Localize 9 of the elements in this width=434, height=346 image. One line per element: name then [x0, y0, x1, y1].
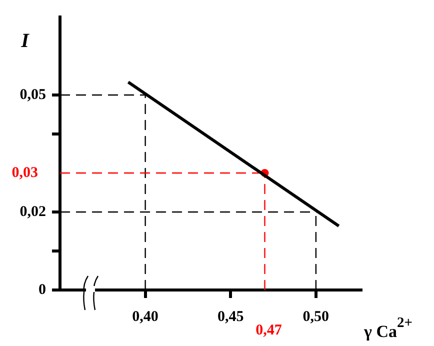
y-tick-label: 0 — [38, 282, 46, 298]
y-tick-label: 0,05 — [20, 86, 46, 103]
ref-line-label: 0,03 — [12, 164, 38, 181]
y-axis-title: I — [20, 30, 30, 52]
x-tick-label: 0,45 — [217, 308, 244, 325]
x-tick-label: 0,50 — [302, 308, 330, 325]
x-tick-label: 0,40 — [132, 308, 158, 325]
y-tick-label: 0,02 — [20, 204, 46, 220]
ref-line-label: 0,47 — [256, 322, 282, 338]
